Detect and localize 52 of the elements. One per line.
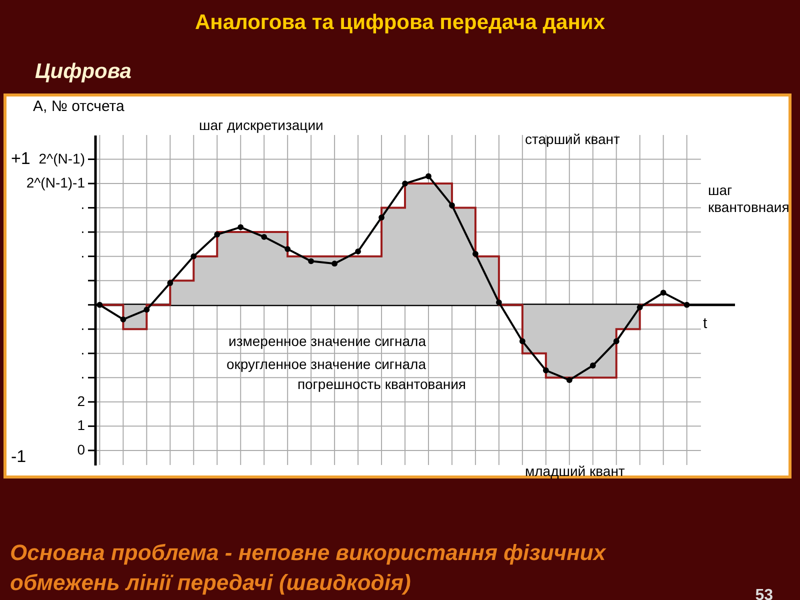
annotation: погрешность квантования bbox=[297, 376, 466, 392]
y-tick-label: · bbox=[80, 198, 85, 215]
annotation: старший квант bbox=[525, 131, 621, 147]
point bbox=[238, 224, 244, 230]
point bbox=[496, 299, 502, 306]
y-tick-label: 2^(N-1)-1 bbox=[26, 174, 86, 191]
y-tick-label: · bbox=[80, 368, 85, 385]
y-tick-label: 2^(N-1) bbox=[38, 150, 85, 166]
y-tick-label: 1 bbox=[77, 417, 86, 434]
text: 53 bbox=[755, 587, 774, 600]
x-axis-title: t bbox=[703, 315, 708, 332]
chart-subtitle: Цифрова bbox=[35, 60, 132, 83]
point bbox=[449, 202, 455, 208]
point bbox=[660, 290, 666, 296]
text: шаг дискретизации bbox=[199, 117, 324, 133]
point bbox=[590, 362, 596, 368]
y-tick-label: · bbox=[80, 320, 85, 336]
text: шаг квантовнаия bbox=[708, 182, 790, 215]
chart-title: Аналогова та цифрова передача даних bbox=[194, 11, 606, 34]
point bbox=[542, 367, 549, 374]
y-tick-label: 0 bbox=[77, 441, 86, 458]
point bbox=[378, 214, 384, 220]
y-tick-label: 2 bbox=[77, 392, 86, 409]
point bbox=[636, 304, 643, 310]
point bbox=[355, 248, 361, 254]
text: -1 bbox=[11, 447, 26, 466]
point bbox=[519, 338, 526, 344]
annotation: младший квант bbox=[525, 463, 626, 479]
point bbox=[566, 377, 572, 384]
point bbox=[190, 253, 197, 260]
point bbox=[214, 232, 220, 238]
y-axis-title: A, № отсчета bbox=[33, 98, 126, 115]
y-tick-label: · bbox=[80, 247, 85, 264]
point bbox=[332, 260, 338, 267]
annotation: округленное значение сигнала bbox=[226, 356, 426, 372]
point bbox=[120, 316, 126, 322]
point bbox=[613, 338, 620, 344]
point bbox=[261, 234, 268, 240]
point bbox=[144, 306, 150, 313]
point bbox=[284, 246, 291, 252]
point bbox=[426, 173, 432, 180]
point bbox=[167, 280, 174, 286]
y-tick-label: · bbox=[80, 344, 85, 360]
point bbox=[472, 250, 478, 257]
point bbox=[96, 302, 103, 308]
text: +1 bbox=[11, 149, 30, 168]
annotation: измеренное значение сигнала bbox=[228, 333, 426, 349]
y-tick-label: · bbox=[80, 223, 85, 240]
point bbox=[308, 258, 314, 264]
text: Основна проблема - неповне використання фізичних обмежень лінії передачі (швидкодія) bbox=[10, 540, 606, 595]
point bbox=[684, 302, 690, 308]
point bbox=[402, 180, 408, 186]
